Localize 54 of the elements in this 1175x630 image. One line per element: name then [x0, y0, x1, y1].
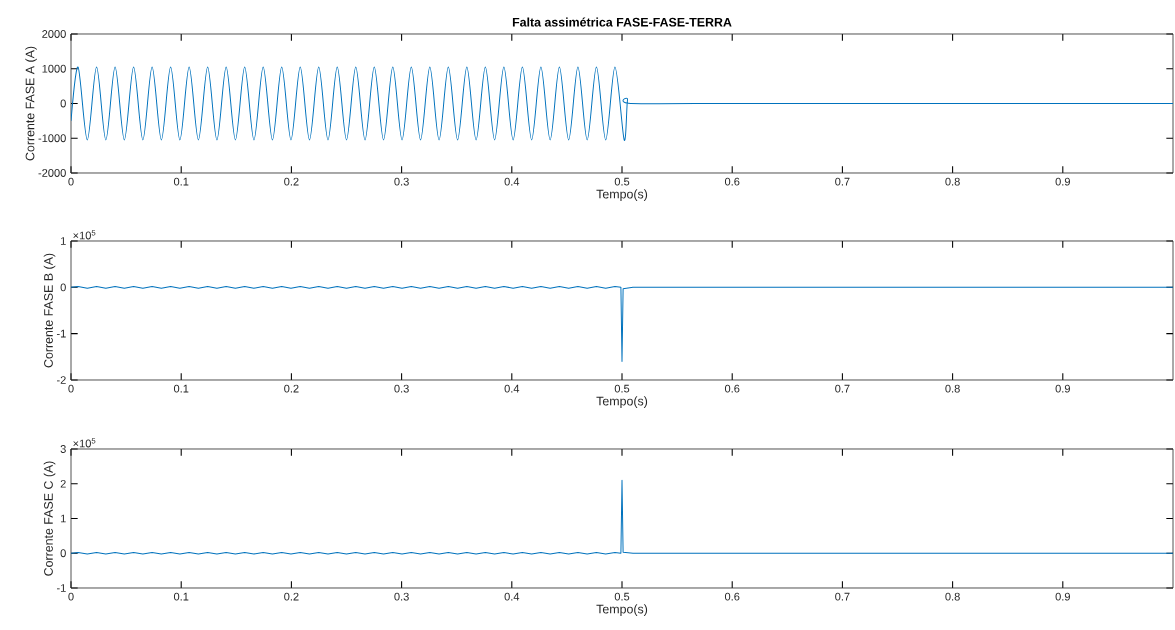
y-tick-label: 1 [60, 514, 66, 523]
x-tick-label: 0.9 [1055, 592, 1070, 601]
x-tick-label: 0.8 [945, 177, 960, 186]
y-axis-title: Corrente FASE B (A) [43, 253, 56, 368]
x-tick-label: 0.4 [504, 384, 520, 393]
x-tick-label: 0.7 [835, 177, 850, 186]
x-tick-label: 0.4 [504, 592, 520, 601]
x-tick-label: 0.4 [504, 177, 520, 186]
x-tick-label: 0 [68, 384, 74, 393]
x-tick-label: 0.2 [284, 384, 299, 393]
x-tick-label: 0.1 [173, 177, 189, 186]
y-tick-label: 2000 [42, 30, 66, 38]
y-tick-label: -2000 [38, 169, 66, 177]
x-tick-label: 0.6 [724, 384, 740, 393]
y-axis-title: Corrente FASE A (A) [25, 46, 37, 161]
x-axis-title: Tempo(s) [596, 189, 648, 201]
x-tick-label: 0.7 [835, 384, 850, 393]
y-tick-label: 0 [60, 99, 66, 108]
text: ×10$^{5}$ [73, 230, 96, 240]
y-tick-label: 2 [60, 479, 66, 488]
y-tick-label: 0 [60, 549, 66, 558]
x-tick-label: 0.3 [394, 592, 409, 601]
x-tick-label: 0.1 [173, 592, 189, 601]
x-tick-label: 0.9 [1055, 177, 1070, 186]
y-tick-label: 3 [60, 445, 66, 453]
y-tick-label: 1000 [42, 64, 66, 73]
x-tick-label: 0.5 [614, 177, 630, 186]
x-tick-label: 0.7 [835, 592, 850, 601]
x-tick-label: 0.5 [614, 384, 630, 393]
y-tick-label: -1 [56, 329, 66, 338]
line-series [71, 66, 1173, 141]
x-axis-title: Tempo(s) [596, 396, 648, 408]
y-tick-label: -2 [56, 376, 66, 384]
x-tick-label: 0.8 [945, 384, 960, 393]
x-tick-label: 0.3 [394, 177, 409, 186]
x-axis-title: Tempo(s) [596, 604, 648, 616]
x-tick-label: 0 [68, 177, 74, 186]
y-tick-label: -1000 [38, 134, 66, 143]
x-tick-label: 0.6 [724, 592, 740, 601]
y-tick-label: 0 [60, 283, 66, 292]
x-tick-label: 0.8 [945, 592, 960, 601]
x-tick-label: 0.1 [173, 384, 189, 393]
y-axis-title: Corrente FASE C (A) [43, 461, 56, 576]
x-tick-label: 0.2 [284, 177, 299, 186]
chart-title: Falta assimétrica FASE-FASE-TERRA [512, 17, 732, 27]
x-tick-label: 0.6 [724, 177, 740, 186]
y-tick-label: 1 [60, 237, 66, 245]
y-tick-label: -1 [56, 584, 66, 592]
x-tick-label: 0 [68, 592, 74, 601]
x-tick-label: 0.2 [284, 592, 299, 601]
text: ×10$^{5}$ [73, 438, 96, 448]
x-tick-label: 0.5 [614, 592, 630, 601]
x-tick-label: 0.9 [1055, 384, 1070, 393]
x-tick-label: 0.3 [394, 384, 409, 393]
